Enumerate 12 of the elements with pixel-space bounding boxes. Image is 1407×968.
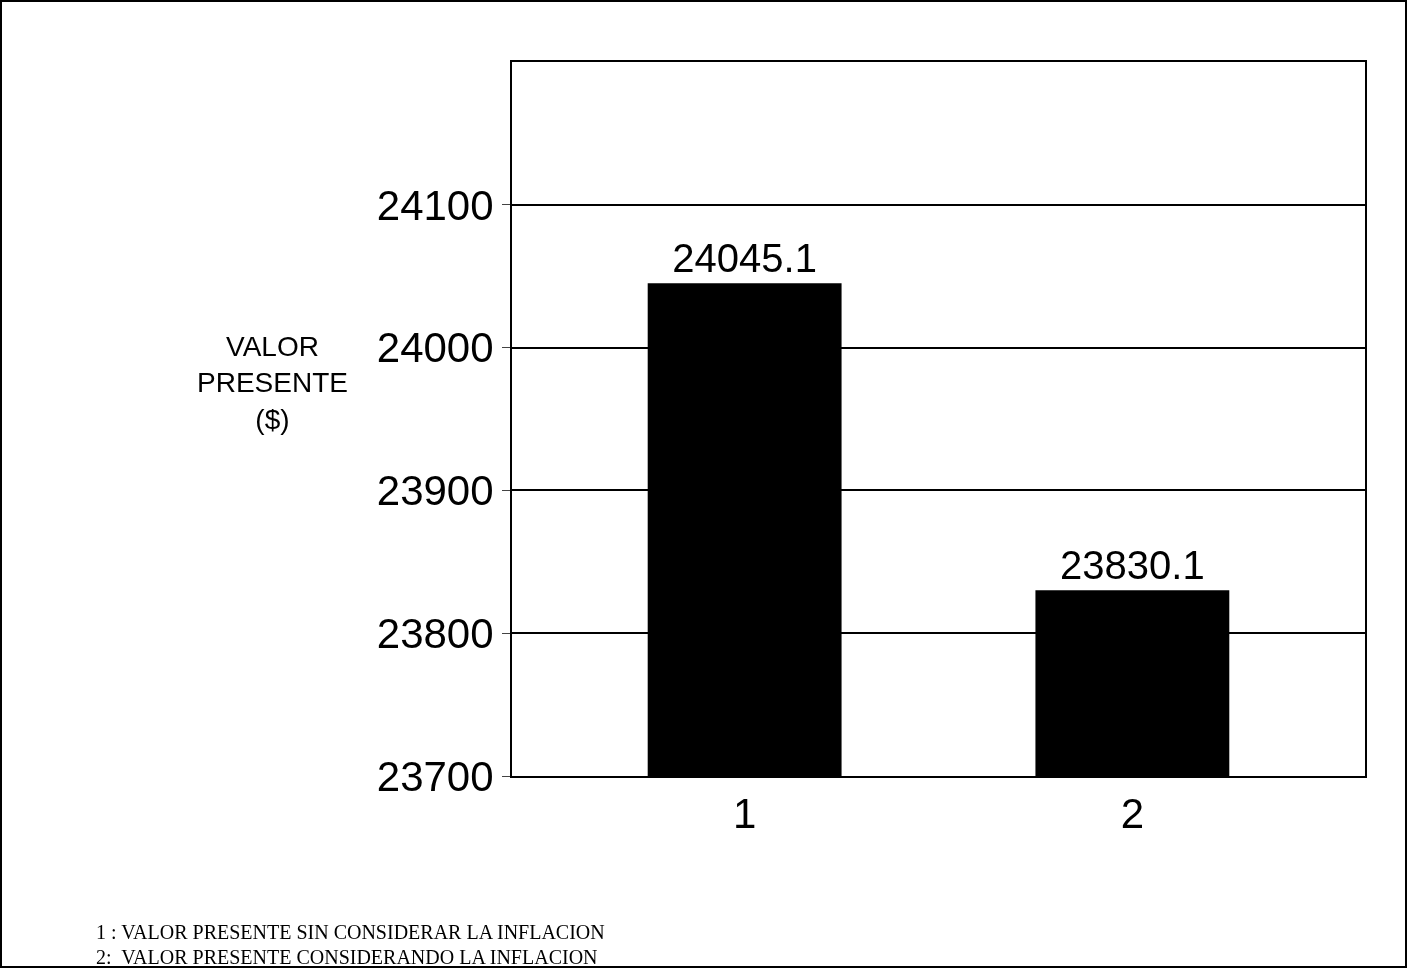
y-tick-label: 24000 [376,324,494,372]
data-label: 23830.1 [1060,543,1205,588]
y-tick-label: 23800 [376,609,494,657]
data-label: 24045.1 [672,236,817,281]
text: 2: VALOR PRESENTE CONSIDERANDO LA INFLACION [96,946,598,968]
y-tick-label: 24100 [376,181,494,229]
x-tick-label: 1 [732,790,757,838]
y-tick-label: 23700 [376,752,494,800]
text: 1 : VALOR PRESENTE SIN CONSIDERAR LA INFLACION [96,921,605,943]
x-tick-label: 2 [1120,790,1145,838]
y-axis-title: VALOR PRESENTE ($) [197,331,348,435]
y-tick-label: 23900 [376,467,494,515]
